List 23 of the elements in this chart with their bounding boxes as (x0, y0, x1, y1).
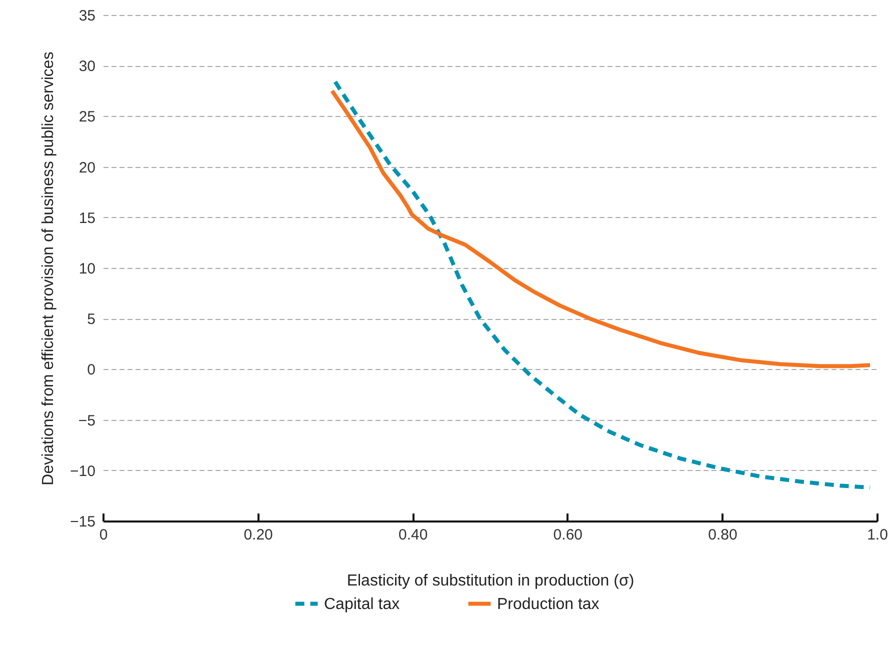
y-tick-label: −5 (78, 412, 96, 430)
x-tick-label: 0 (99, 526, 108, 544)
x-tick-label: 0.60 (553, 526, 582, 544)
x-tick-label: 0.20 (244, 526, 273, 544)
line-series (330, 88, 872, 368)
y-tick-label: 5 (87, 311, 96, 328)
y-tick-label: 15 (78, 210, 96, 227)
line-series (333, 80, 872, 490)
y-tick-label: 30 (78, 58, 96, 76)
y-tick-label: 20 (78, 159, 96, 176)
y-tick-label: 10 (78, 260, 96, 278)
y-tick-label: −15 (70, 514, 96, 530)
legend-label: Capital tax (324, 596, 400, 613)
y-axis-title: Deviations from efficient provision of business public services (40, 52, 58, 486)
x-tick-label: 0.40 (398, 526, 428, 544)
x-tick-label: 1.0 (867, 526, 888, 544)
y-tick-label: −10 (70, 462, 96, 480)
x-axis-title: Elasticity of substitution in production (σ) (346, 572, 634, 590)
y-tick-label: 35 (78, 8, 96, 24)
x-tick-label: 0.80 (708, 526, 738, 544)
y-tick-label: 25 (78, 108, 96, 126)
y-tick-label: 0 (87, 362, 96, 379)
legend-label: Production tax (497, 596, 600, 613)
